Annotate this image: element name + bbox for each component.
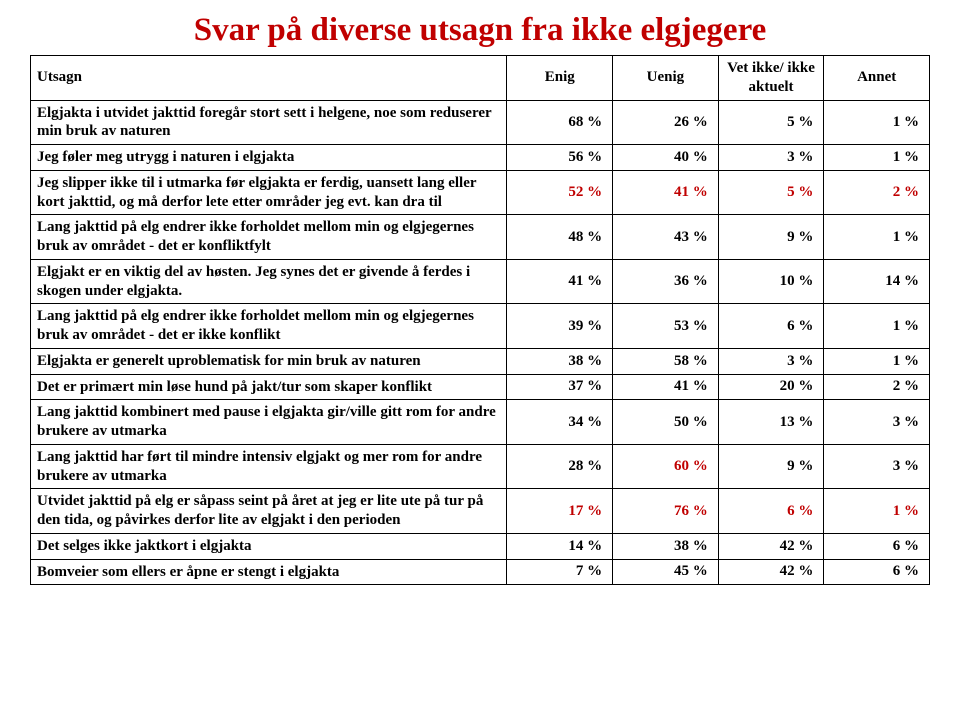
value-cell-vetikke: 5 % <box>718 170 824 215</box>
utsagn-cell: Jeg slipper ikke til i utmarka før elgja… <box>31 170 507 215</box>
table-body: Elgjakta i utvidet jakttid foregår stort… <box>31 100 930 585</box>
col-vetikke: Vet ikke/ ikke aktuelt <box>718 56 824 101</box>
value-cell-vetikke: 20 % <box>718 374 824 400</box>
col-annet: Annet <box>824 56 930 101</box>
value-cell-uenig: 41 % <box>613 374 719 400</box>
value-cell-vetikke: 13 % <box>718 400 824 445</box>
value-cell-annet: 1 % <box>824 145 930 171</box>
table-row: Det selges ikke jaktkort i elgjakta14 %3… <box>31 533 930 559</box>
value-cell-uenig: 50 % <box>613 400 719 445</box>
value-cell-annet: 1 % <box>824 215 930 260</box>
value-cell-annet: 1 % <box>824 304 930 349</box>
value-cell-annet: 6 % <box>824 559 930 585</box>
table-row: Lang jakttid på elg endrer ikke forholde… <box>31 215 930 260</box>
value-cell-enig: 56 % <box>507 145 613 171</box>
value-cell-vetikke: 5 % <box>718 100 824 145</box>
value-cell-uenig: 76 % <box>613 489 719 534</box>
table-row: Bomveier som ellers er åpne er stengt i … <box>31 559 930 585</box>
utsagn-cell: Det selges ikke jaktkort i elgjakta <box>31 533 507 559</box>
value-cell-uenig: 38 % <box>613 533 719 559</box>
value-cell-annet: 1 % <box>824 489 930 534</box>
utsagn-cell: Lang jakttid på elg endrer ikke forholde… <box>31 215 507 260</box>
value-cell-uenig: 43 % <box>613 215 719 260</box>
utsagn-cell: Det er primært min løse hund på jakt/tur… <box>31 374 507 400</box>
value-cell-vetikke: 9 % <box>718 215 824 260</box>
value-cell-vetikke: 3 % <box>718 348 824 374</box>
value-cell-uenig: 45 % <box>613 559 719 585</box>
value-cell-annet: 2 % <box>824 374 930 400</box>
table-row: Jeg føler meg utrygg i naturen i elgjakt… <box>31 145 930 171</box>
value-cell-vetikke: 42 % <box>718 559 824 585</box>
col-uenig: Uenig <box>613 56 719 101</box>
value-cell-enig: 68 % <box>507 100 613 145</box>
value-cell-vetikke: 42 % <box>718 533 824 559</box>
utsagn-cell: Lang jakttid på elg endrer ikke forholde… <box>31 304 507 349</box>
value-cell-enig: 38 % <box>507 348 613 374</box>
value-cell-enig: 17 % <box>507 489 613 534</box>
utsagn-cell: Elgjakta i utvidet jakttid foregår stort… <box>31 100 507 145</box>
table-row: Elgjakt er en viktig del av høsten. Jeg … <box>31 259 930 304</box>
value-cell-annet: 2 % <box>824 170 930 215</box>
value-cell-annet: 14 % <box>824 259 930 304</box>
value-cell-annet: 1 % <box>824 100 930 145</box>
value-cell-uenig: 60 % <box>613 444 719 489</box>
value-cell-vetikke: 6 % <box>718 489 824 534</box>
value-cell-uenig: 36 % <box>613 259 719 304</box>
table-header-row: Utsagn Enig Uenig Vet ikke/ ikke aktuelt… <box>31 56 930 101</box>
table-row: Det er primært min løse hund på jakt/tur… <box>31 374 930 400</box>
col-utsagn: Utsagn <box>31 56 507 101</box>
value-cell-vetikke: 9 % <box>718 444 824 489</box>
value-cell-annet: 3 % <box>824 444 930 489</box>
value-cell-uenig: 26 % <box>613 100 719 145</box>
value-cell-uenig: 40 % <box>613 145 719 171</box>
table-row: Elgjakta er generelt uproblematisk for m… <box>31 348 930 374</box>
utsagn-cell: Lang jakttid kombinert med pause i elgja… <box>31 400 507 445</box>
value-cell-enig: 41 % <box>507 259 613 304</box>
value-cell-enig: 52 % <box>507 170 613 215</box>
table-row: Lang jakttid på elg endrer ikke forholde… <box>31 304 930 349</box>
table-row: Jeg slipper ikke til i utmarka før elgja… <box>31 170 930 215</box>
value-cell-uenig: 58 % <box>613 348 719 374</box>
value-cell-annet: 6 % <box>824 533 930 559</box>
utsagn-cell: Elgjakt er en viktig del av høsten. Jeg … <box>31 259 507 304</box>
utsagn-cell: Elgjakta er generelt uproblematisk for m… <box>31 348 507 374</box>
utsagn-cell: Lang jakttid har ført til mindre intensi… <box>31 444 507 489</box>
value-cell-vetikke: 3 % <box>718 145 824 171</box>
survey-table: Utsagn Enig Uenig Vet ikke/ ikke aktuelt… <box>30 55 930 585</box>
table-row: Utvidet jakttid på elg er såpass seint p… <box>31 489 930 534</box>
table-row: Elgjakta i utvidet jakttid foregår stort… <box>31 100 930 145</box>
page-title: Svar på diverse utsagn fra ikke elgjeger… <box>30 12 930 49</box>
table-row: Lang jakttid har ført til mindre intensi… <box>31 444 930 489</box>
value-cell-annet: 3 % <box>824 400 930 445</box>
value-cell-uenig: 41 % <box>613 170 719 215</box>
value-cell-enig: 48 % <box>507 215 613 260</box>
value-cell-annet: 1 % <box>824 348 930 374</box>
value-cell-uenig: 53 % <box>613 304 719 349</box>
utsagn-cell: Bomveier som ellers er åpne er stengt i … <box>31 559 507 585</box>
value-cell-vetikke: 6 % <box>718 304 824 349</box>
table-row: Lang jakttid kombinert med pause i elgja… <box>31 400 930 445</box>
utsagn-cell: Jeg føler meg utrygg i naturen i elgjakt… <box>31 145 507 171</box>
value-cell-enig: 39 % <box>507 304 613 349</box>
value-cell-enig: 28 % <box>507 444 613 489</box>
value-cell-enig: 14 % <box>507 533 613 559</box>
utsagn-cell: Utvidet jakttid på elg er såpass seint p… <box>31 489 507 534</box>
col-enig: Enig <box>507 56 613 101</box>
value-cell-enig: 37 % <box>507 374 613 400</box>
value-cell-vetikke: 10 % <box>718 259 824 304</box>
value-cell-enig: 34 % <box>507 400 613 445</box>
value-cell-enig: 7 % <box>507 559 613 585</box>
